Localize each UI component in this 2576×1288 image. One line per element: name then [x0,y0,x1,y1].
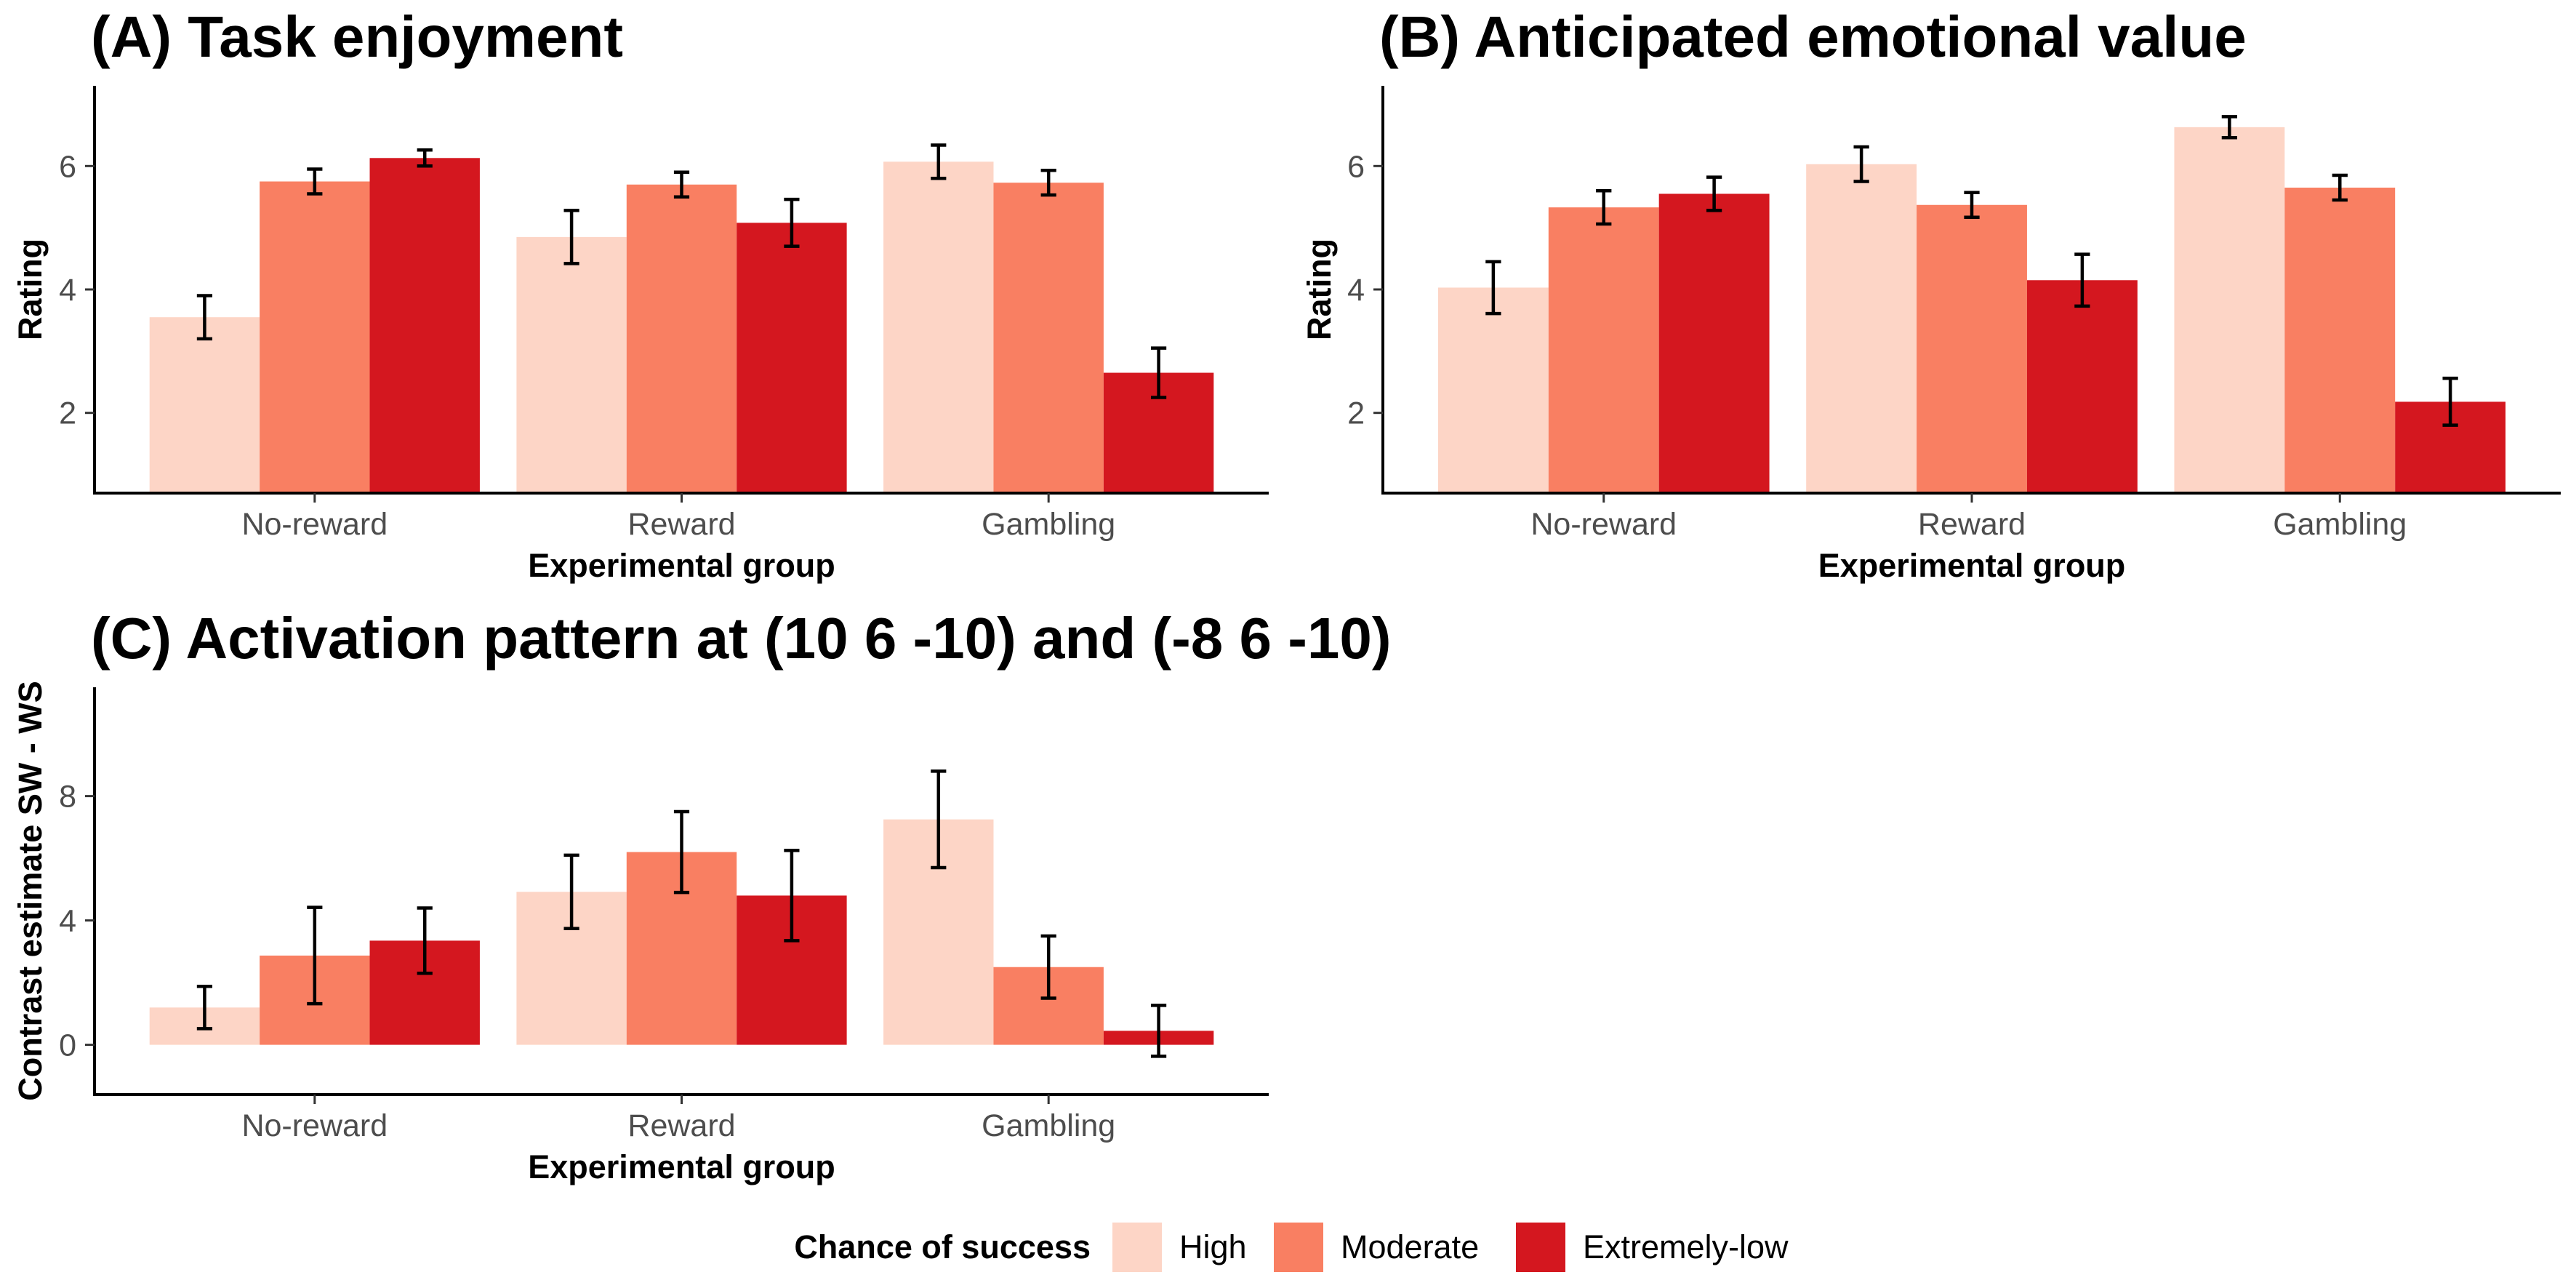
error-bar-gambling-high [931,143,947,180]
axis-lines [1381,86,2561,495]
error-bar-reward-high [563,209,579,265]
error-bar-no-reward-extremely-low [1706,175,1722,212]
legend-title: Chance of success [794,1228,1091,1265]
y-tick-label: 4 [1347,273,1365,308]
error-bar-reward-high [563,853,579,930]
bar-gambling-moderate [2284,188,2396,493]
error-bar-gambling-extremely-low [2442,376,2458,427]
error-bar-reward-moderate [1964,191,1980,219]
error-bar-reward-extremely-low [784,849,800,943]
error-bar-no-reward-high [196,984,213,1031]
chart-panel-1: (A) Task enjoyment 2 4 6 No-reward Reward Gamb… [12,4,1269,584]
x-tick-label: No-reward [1530,507,1677,542]
bar-no-reward-moderate [1548,207,1659,493]
bar-reward-high [1806,164,1917,493]
bar-no-reward-high [149,317,260,493]
bar-no-reward-high [1437,287,1549,493]
error-bar-gambling-high [931,769,947,870]
error-bar-reward-extremely-low [2074,252,2090,308]
panel-title: (A) Task enjoyment [91,4,623,69]
bar-no-reward-moderate [260,181,370,494]
chart-panel-3: (C) Activation pattern at (10 6 -10) and… [12,606,1391,1185]
error-bar-gambling-moderate [1040,934,1056,1000]
x-tick-label: Reward [627,1108,735,1143]
bar-gambling-high [2174,127,2285,493]
bar-no-reward-extremely-low [1658,193,1770,493]
error-bar-reward-moderate [673,170,690,199]
bar-reward-extremely-low [2026,280,2138,493]
legend-key-moderate [1274,1223,1323,1272]
error-bar-no-reward-extremely-low [417,906,433,975]
error-bar-no-reward-high [196,294,213,341]
panel-title: (B) Anticipated emotional value [1379,4,2247,69]
legend: Chance of success High Moderate Extremely-l… [794,1223,1789,1272]
y-tick-label: 6 [59,149,76,184]
bar-reward-high [516,236,627,493]
legend-key-high [1112,1223,1162,1272]
y-tick-label: 6 [1347,149,1365,184]
bar-no-reward-extremely-low [369,158,480,494]
legend-label-extremely-low: Extremely-low [1583,1228,1789,1265]
bar-reward-moderate [626,184,737,493]
x-tick-label: Gambling [2273,507,2407,542]
y-tick-label: 4 [59,273,76,308]
y-axis-title: Rating [12,239,49,340]
bar-reward-moderate [1917,204,2027,493]
y-tick-label: 2 [1347,396,1365,431]
axis-lines [93,687,1269,1096]
legend-label-moderate: Moderate [1341,1228,1479,1265]
error-bar-no-reward-moderate [307,905,323,1006]
bar-gambling-high [883,161,994,493]
error-bar-reward-high [1853,145,1869,183]
error-bar-reward-extremely-low [784,197,800,248]
chart-panel-2: (B) Anticipated emotional value 2 4 6 No-rew… [1301,4,2561,584]
error-bar-no-reward-moderate [1596,188,1612,226]
x-axis-title: Experimental group [1818,547,2126,584]
error-bar-gambling-extremely-low [1151,1004,1167,1058]
bar-reward-extremely-low [737,223,847,493]
y-axis-title: Rating [1301,239,1338,340]
error-bar-no-reward-moderate [307,167,323,196]
y-tick-label: 8 [59,780,76,815]
x-tick-label: Gambling [982,507,1115,542]
bar-gambling-moderate [993,183,1104,493]
error-bar-gambling-moderate [1040,168,1056,197]
error-bar-reward-moderate [673,809,690,895]
x-tick-label: No-reward [241,1108,388,1143]
y-tick-label: 2 [59,396,76,431]
legend-key-extremely-low [1516,1223,1565,1272]
y-axis-title: Contrast estimate SW - WS [12,681,49,1101]
error-bar-gambling-moderate [2332,173,2348,202]
panel-title: (C) Activation pattern at (10 6 -10) and… [91,606,1391,671]
error-bar-no-reward-extremely-low [417,148,433,168]
x-axis-title: Experimental group [528,1148,835,1185]
x-axis-title: Experimental group [528,547,835,584]
x-tick-label: Reward [1918,507,2026,542]
y-tick-label: 4 [59,904,76,939]
x-tick-label: No-reward [241,507,388,542]
error-bar-gambling-high [2221,115,2238,140]
x-tick-label: Reward [627,507,735,542]
legend-label-high: High [1179,1228,1247,1265]
y-tick-label: 0 [59,1028,76,1063]
error-bar-gambling-extremely-low [1151,346,1167,399]
axis-lines [93,86,1269,495]
error-bar-no-reward-high [1485,260,1501,316]
x-tick-label: Gambling [982,1108,1115,1143]
